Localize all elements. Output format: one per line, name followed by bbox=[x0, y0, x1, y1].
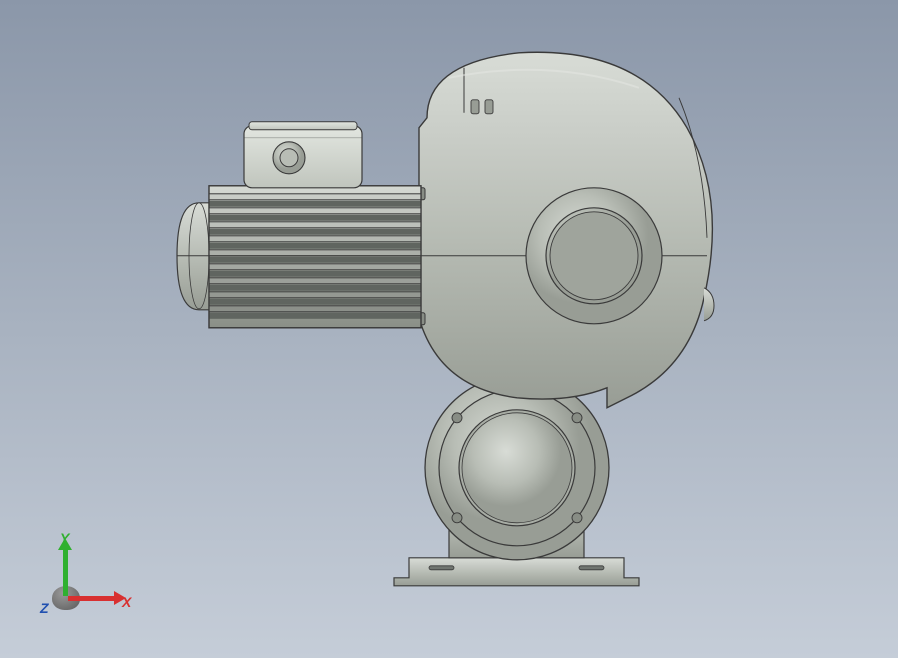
axis-triad[interactable]: X Y Z bbox=[30, 538, 120, 628]
motor-body bbox=[177, 186, 425, 328]
axis-x-label: X bbox=[122, 594, 131, 610]
blower-assembly-svg bbox=[149, 38, 749, 598]
axis-y-label: Y bbox=[60, 530, 69, 546]
axis-y-arrow bbox=[63, 548, 68, 596]
junction-box bbox=[244, 122, 362, 188]
volute-housing bbox=[419, 52, 714, 408]
axis-z-label: Z bbox=[40, 600, 49, 616]
axis-x-arrow bbox=[68, 596, 116, 601]
model-3d-render[interactable] bbox=[149, 38, 749, 598]
outlet-flange bbox=[425, 376, 609, 560]
cad-viewport[interactable]: X Y Z bbox=[0, 0, 898, 658]
